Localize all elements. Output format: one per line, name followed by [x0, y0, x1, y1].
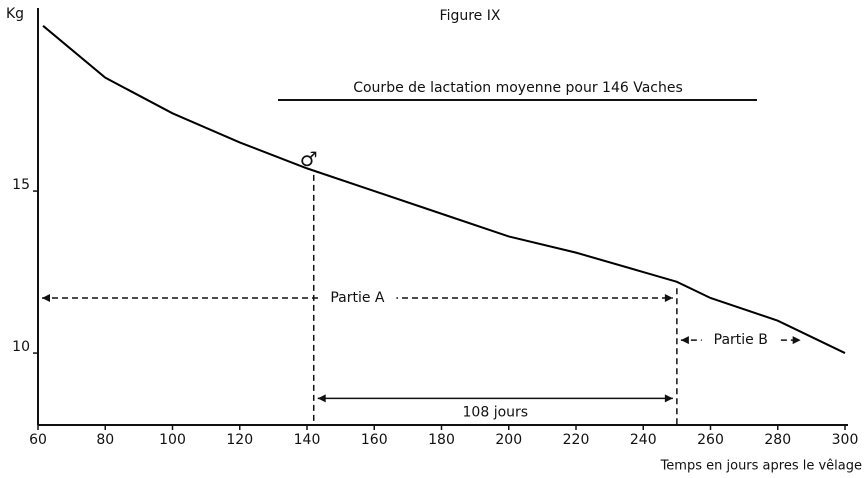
- arrow-head: [792, 336, 801, 345]
- x-tick-label: 280: [764, 432, 791, 448]
- annotation-label: Partie A: [330, 290, 385, 306]
- y-tick-label: 10: [12, 339, 30, 355]
- x-tick-label: 180: [428, 432, 455, 448]
- x-tick-label: 200: [495, 432, 522, 448]
- x-tick-label: 60: [29, 432, 47, 448]
- arrow-head: [680, 336, 689, 345]
- arrow-head: [317, 394, 326, 403]
- line: [42, 25, 846, 354]
- x-tick-label: 160: [361, 432, 388, 448]
- marker-symbol: ♂: [300, 147, 318, 171]
- arrow-head: [42, 293, 50, 302]
- x-tick-label: 260: [697, 432, 724, 448]
- x-tick-label: 100: [159, 432, 186, 448]
- annotation-label: Partie B: [714, 332, 768, 348]
- x-tick-label: 300: [832, 432, 859, 448]
- x-tick-label: 140: [294, 432, 321, 448]
- y-tick-label: 15: [12, 177, 30, 193]
- arrow-head: [664, 394, 673, 403]
- chart-title: Figure IX: [440, 8, 501, 24]
- arrow-head: [664, 293, 673, 302]
- x-tick-label: 120: [226, 432, 253, 448]
- x-axis-label: Temps en jours apres le vêlage: [660, 459, 862, 474]
- chart-subtitle: Courbe de lactation moyenne pour 146 Vac…: [353, 80, 683, 96]
- label-bg: [318, 288, 397, 307]
- y-axis-label: Kg: [6, 6, 24, 22]
- annotation-label: 108 jours: [463, 404, 529, 420]
- label-bg: [701, 331, 780, 350]
- x-tick-label: 220: [563, 432, 590, 448]
- x-tick-label: 80: [96, 432, 114, 448]
- x-tick-label: 240: [630, 432, 657, 448]
